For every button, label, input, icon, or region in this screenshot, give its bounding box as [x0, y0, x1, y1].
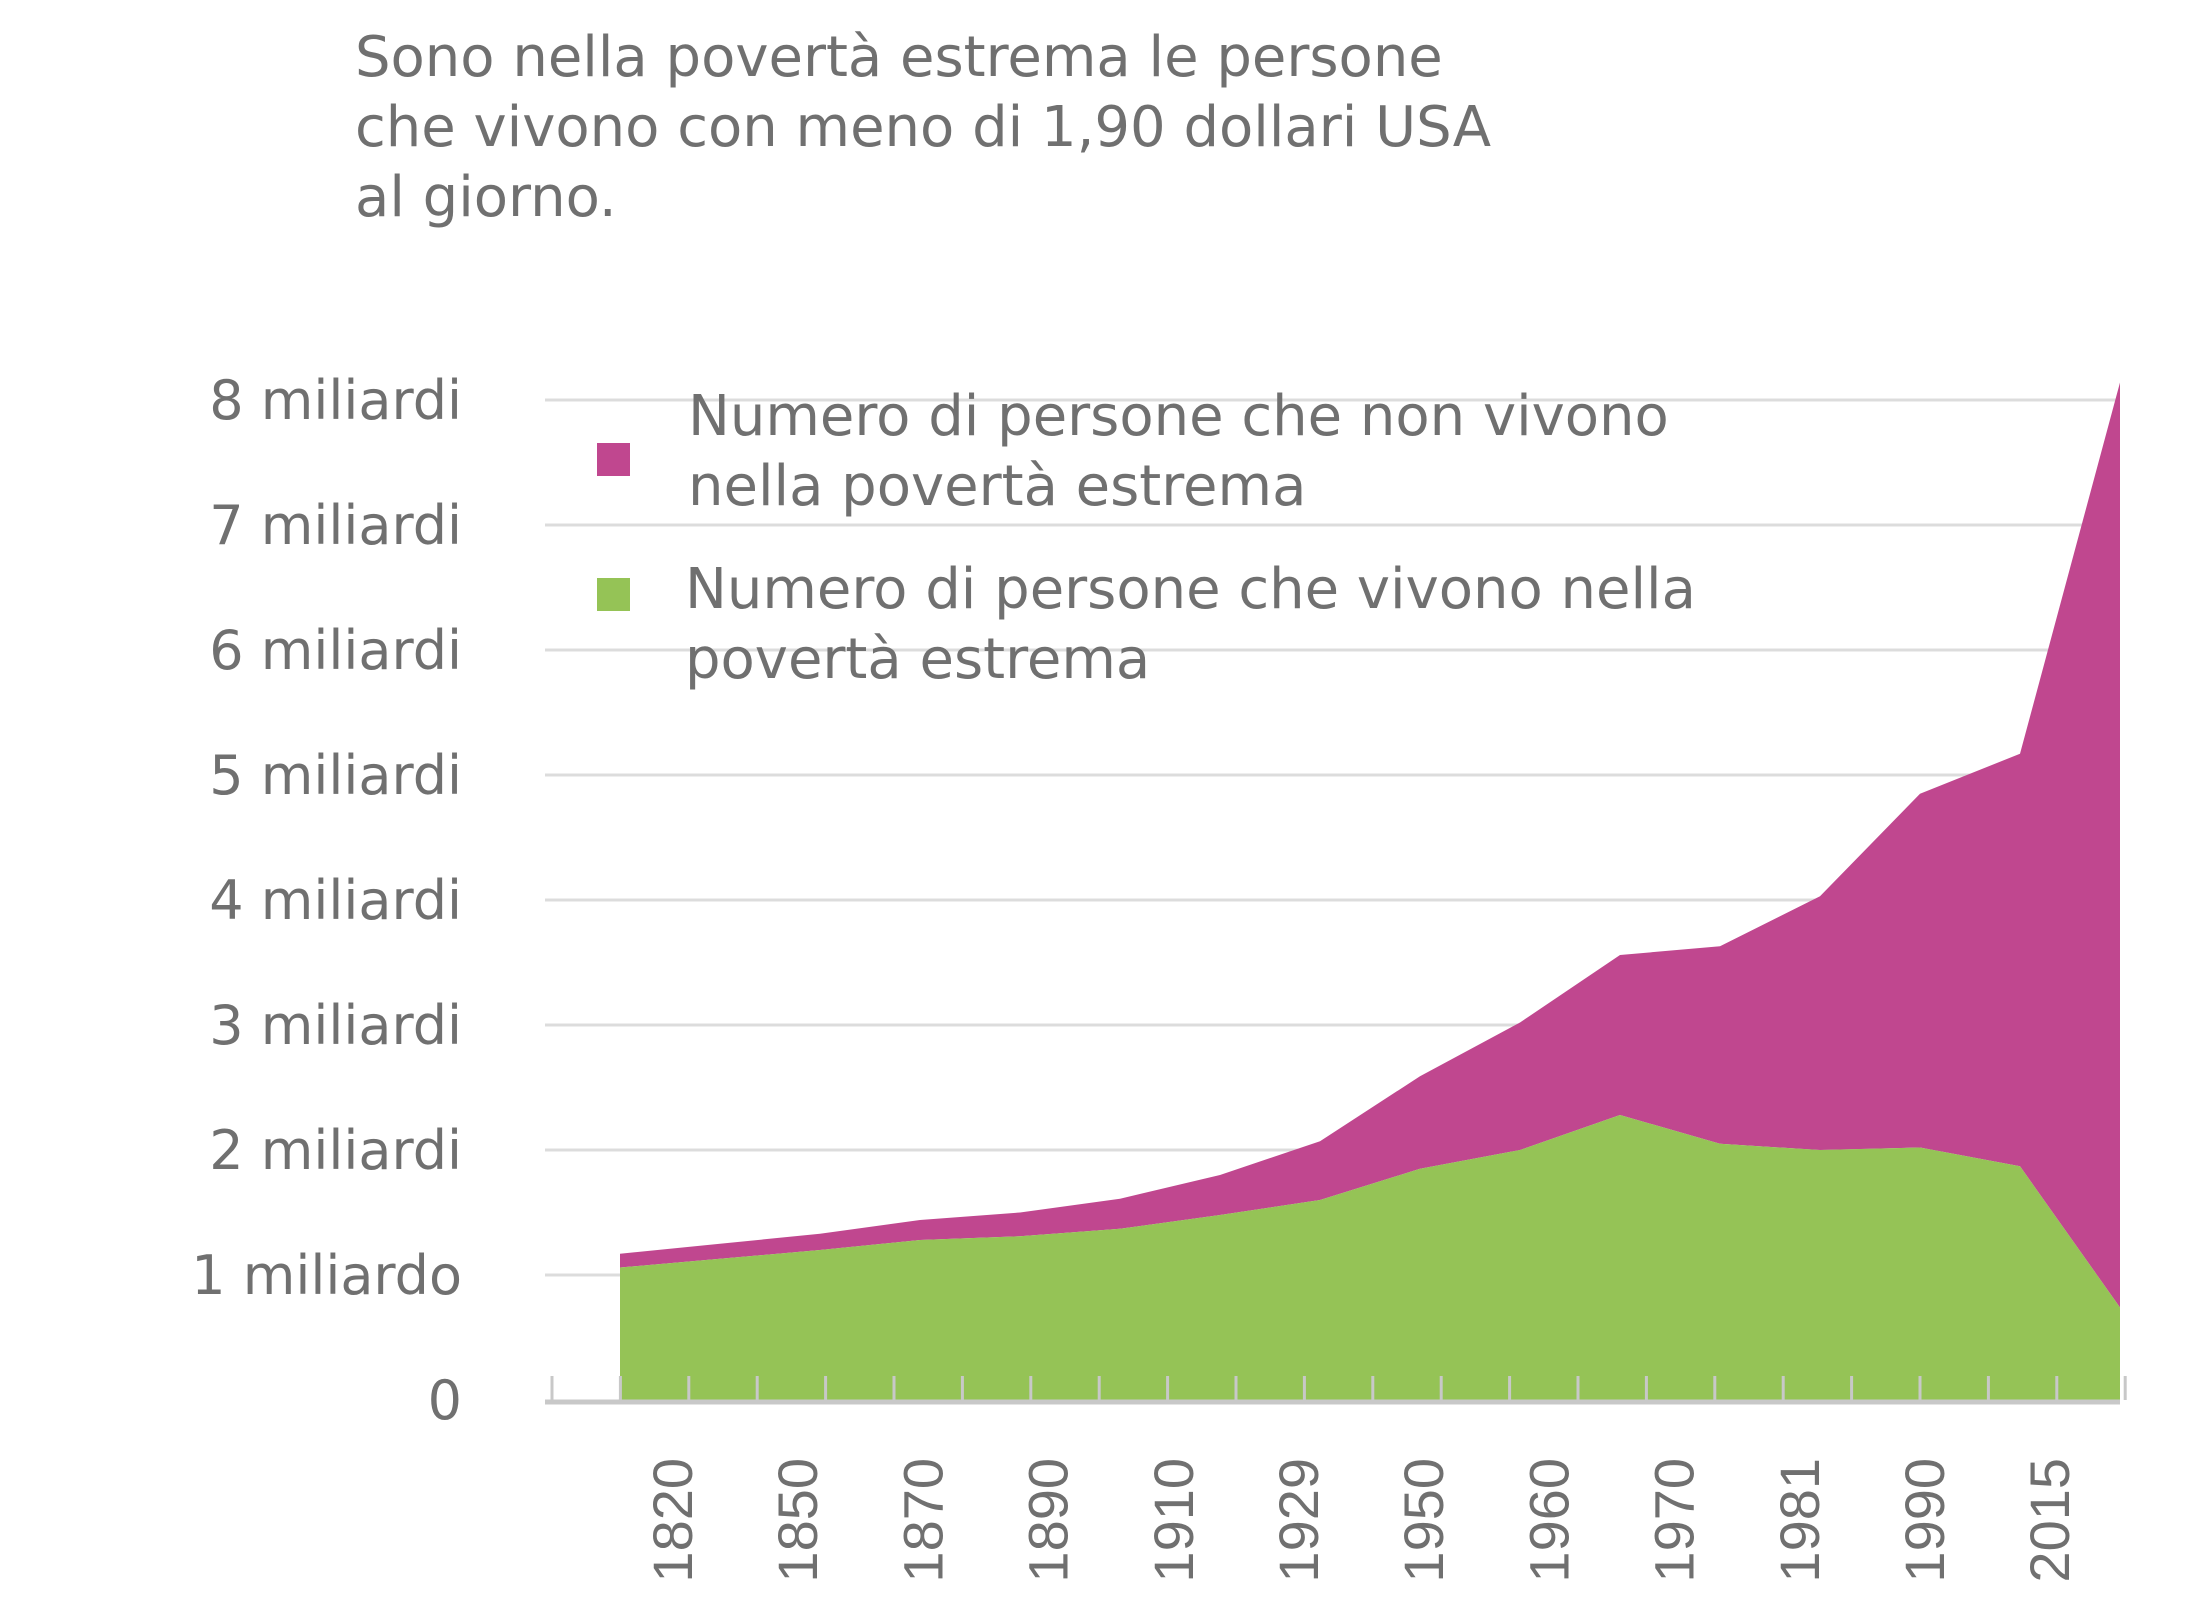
- x-tick-label-1850: 1850: [766, 1458, 829, 1583]
- x-tick-label-1960: 1960: [1517, 1458, 1580, 1583]
- legend-label-2-line-1: Numero di persone che vivono nella: [685, 557, 1696, 622]
- title-line-2: che vivono con meno di 1,90 dollari USA: [355, 95, 1491, 160]
- x-tick-label-2015: 2015: [2018, 1458, 2081, 1583]
- y-tick-label-8: 8 miliardi: [209, 369, 462, 432]
- legend-swatch-1: [597, 443, 630, 476]
- x-tick-label-1950: 1950: [1392, 1458, 1455, 1583]
- x-tick-label-1910: 1910: [1142, 1458, 1205, 1583]
- y-tick-label-2: 2 miliardi: [209, 1119, 462, 1182]
- legend-label-1-line-2: nella povertà estrema: [688, 454, 1306, 519]
- area-non-poverty: [620, 382, 2120, 1308]
- y-tick-label-7: 7 miliardi: [209, 494, 462, 557]
- y-tick-label-6: 6 miliardi: [209, 619, 462, 682]
- y-tick-label-0: 0: [428, 1369, 462, 1432]
- x-tick-label-1981: 1981: [1768, 1458, 1831, 1583]
- stacked-areas: [620, 382, 2120, 1400]
- x-tick-label-1990: 1990: [1893, 1458, 1956, 1583]
- y-tick-label-4: 4 miliardi: [209, 869, 462, 932]
- y-tick-label-1: 1 miliardo: [191, 1244, 462, 1307]
- legend-label-1-line-1: Numero di persone che non vivono: [688, 384, 1669, 449]
- chart-title: Sono nella povertà estrema le personeche…: [355, 25, 1491, 230]
- x-tick-label-1929: 1929: [1267, 1458, 1330, 1583]
- y-tick-label-3: 3 miliardi: [209, 994, 462, 1057]
- x-tick-label-1820: 1820: [641, 1458, 704, 1583]
- x-axis: [545, 1376, 2127, 1405]
- legend-label-2-line-2: povertà estrema: [685, 627, 1150, 692]
- x-tick-label-1970: 1970: [1643, 1458, 1706, 1583]
- gridlines: [545, 398, 2120, 1277]
- x-axis-labels: 1820 1850 1870 1890 1910 1929 1950 1960 1970 1981…: [641, 1458, 2081, 1583]
- title-line-3: al giorno.: [355, 165, 617, 230]
- title-line-1: Sono nella povertà estrema le persone: [355, 25, 1443, 90]
- x-tick-label-1870: 1870: [891, 1458, 954, 1583]
- x-tick-label-1890: 1890: [1017, 1458, 1080, 1583]
- area-extreme-poverty: [620, 1115, 2120, 1400]
- y-axis-labels: 0 1 miliardo 2 miliardi 3 miliardi 4 miliard…: [191, 369, 462, 1432]
- legend-swatch-2: [597, 578, 630, 611]
- y-tick-label-5: 5 miliardi: [209, 744, 462, 807]
